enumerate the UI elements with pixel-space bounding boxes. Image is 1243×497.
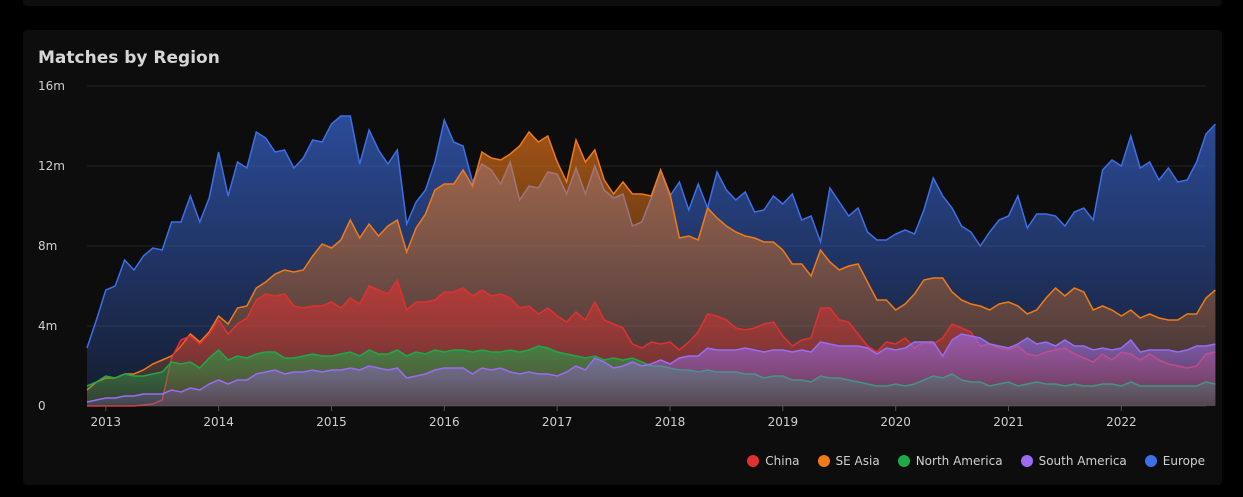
- x-tick-label: 2014: [203, 415, 234, 429]
- axis-labels: 0 4m 8m 12m 16m 2013 2014 2015 2016 2017 2018 2019 2…: [38, 79, 1137, 429]
- legend-swatch: [897, 455, 910, 467]
- area-chart: 0 4m 8m 12m 16m 2013 2014 2015 2016 2017 2018 2019 2…: [38, 79, 1216, 429]
- chart-legend: China SE Asia North America South America Eu…: [747, 454, 1205, 468]
- series-area-south-america: [87, 334, 1216, 406]
- x-tick-label: 2021: [993, 415, 1024, 429]
- legend-item[interactable]: SE Asia: [817, 454, 880, 468]
- chart-card: Matches by Region 0 4m 8m 12m 16m 2013 2014 201…: [23, 30, 1222, 485]
- legend-label: Europe: [1162, 454, 1205, 468]
- x-tick-label: 2016: [429, 415, 460, 429]
- x-tick-label: 2013: [91, 415, 122, 429]
- legend-swatch: [817, 455, 830, 467]
- legend-item[interactable]: China: [747, 454, 800, 468]
- x-tick-label: 2019: [768, 415, 799, 429]
- x-tick-label: 2015: [316, 415, 347, 429]
- y-tick-label: 8m: [38, 239, 57, 253]
- legend-item[interactable]: North America: [897, 454, 1003, 468]
- legend-label: North America: [915, 454, 1003, 468]
- legend-label: South America: [1038, 454, 1127, 468]
- legend-item[interactable]: South America: [1020, 454, 1127, 468]
- x-tick-label: 2020: [880, 415, 911, 429]
- series-areas: [86, 115, 1216, 407]
- y-tick-label: 0: [38, 399, 46, 413]
- x-tick-label: 2022: [1106, 415, 1137, 429]
- y-tick-label: 4m: [38, 319, 57, 333]
- series-line-se-asia: [86, 130, 1216, 391]
- legend-item[interactable]: Europe: [1144, 454, 1205, 468]
- x-tick-label: 2017: [542, 415, 573, 429]
- y-tick-label: 12m: [38, 159, 65, 173]
- legend-label: SE Asia: [835, 454, 880, 468]
- chart-title: Matches by Region: [38, 48, 220, 68]
- legend-swatch: [1020, 455, 1033, 467]
- legend-swatch: [747, 455, 760, 467]
- top-panel-edge: [23, 0, 1222, 6]
- y-tick-label: 16m: [38, 79, 65, 93]
- legend-label: China: [765, 454, 800, 468]
- legend-swatch: [1144, 455, 1157, 467]
- x-tick-label: 2018: [655, 415, 686, 429]
- series-line-south-america: [86, 333, 1216, 403]
